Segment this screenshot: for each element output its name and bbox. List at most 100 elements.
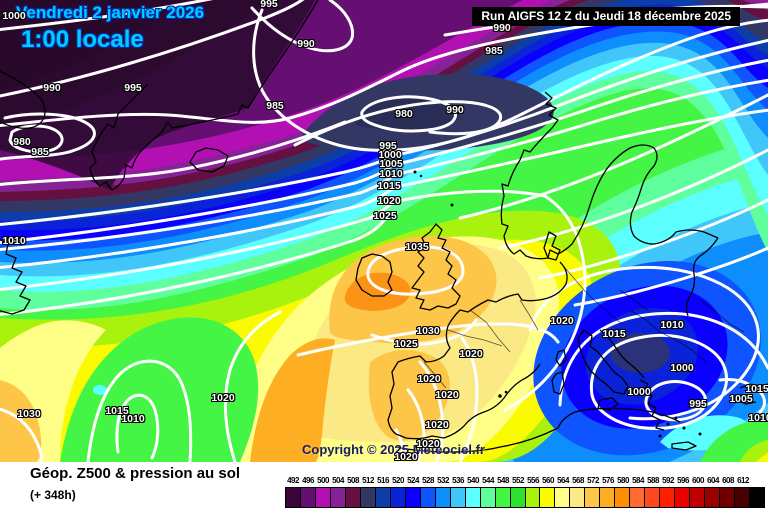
scale-cell: [600, 488, 616, 507]
scale-value: 496: [302, 476, 314, 485]
scale-cell: [645, 488, 661, 507]
scale-cell: [435, 488, 451, 507]
legend-lead-time: (+ 348h): [30, 488, 76, 502]
scale-cell: [675, 488, 691, 507]
scale-value: 516: [377, 476, 389, 485]
scale-cell: [660, 488, 676, 507]
pressure-label: 1020: [416, 438, 440, 450]
pressure-label: 1010: [121, 413, 145, 425]
scale-value: 608: [722, 476, 734, 485]
scale-cell: [630, 488, 646, 507]
pressure-label: 995: [689, 398, 707, 410]
scale-value: 536: [452, 476, 464, 485]
pressure-label: 1010: [660, 319, 684, 331]
scale-cell: [286, 488, 301, 507]
scale-value: 560: [542, 476, 554, 485]
map-canvas: [0, 0, 768, 462]
scale-value: 596: [677, 476, 689, 485]
pressure-label: 1020: [550, 315, 574, 327]
pressure-label: 1000: [378, 149, 402, 161]
scale-cell: [570, 488, 586, 507]
pressure-label: 1015: [745, 383, 768, 395]
scale-cell: [390, 488, 406, 507]
pressure-label: 990: [297, 38, 315, 50]
scale-value: 500: [317, 476, 329, 485]
model-run-banner: Run AIGFS 12 Z du Jeudi 18 décembre 2025: [472, 7, 740, 26]
z500-pressure-map: Vendredi 2 janvier 2026 1:00 locale Run …: [0, 0, 768, 463]
pressure-label: 990: [493, 22, 511, 34]
pressure-label: 995: [379, 140, 397, 152]
islands: [413, 170, 702, 438]
scale-cell: [495, 488, 511, 507]
pressure-label: 1020: [377, 195, 401, 207]
scale-value: 532: [437, 476, 449, 485]
scale-value: 540: [467, 476, 479, 485]
pressure-label: 1010: [748, 412, 768, 424]
scale-value: 584: [632, 476, 644, 485]
scale-value: 512: [362, 476, 374, 485]
scale-cell: [330, 488, 346, 507]
country-borders: [423, 261, 745, 389]
pressure-label: 1005: [729, 393, 753, 405]
scale-cell: [690, 488, 706, 507]
pressure-label: 1010: [379, 168, 403, 180]
scale-cell: [525, 488, 541, 507]
pressure-label: 1035: [405, 241, 429, 253]
pressure-label: 1025: [373, 210, 397, 222]
pressure-label: 980: [395, 108, 413, 120]
scale-cell: [375, 488, 391, 507]
scale-value: 544: [482, 476, 494, 485]
scale-value: 492: [287, 476, 299, 485]
legend-title: Géop. Z500 & pression au sol: [30, 465, 241, 482]
legend-bar: Géop. Z500 & pression au sol (+ 348h) 49…: [0, 462, 768, 512]
scale-cell: [585, 488, 601, 507]
scale-cell: [540, 488, 556, 507]
scale-cell: [315, 488, 331, 507]
scale-value: 580: [617, 476, 629, 485]
scale-cell: [420, 488, 436, 507]
pressure-label: 1005: [379, 158, 403, 170]
pressure-label: 995: [124, 82, 142, 94]
pressure-label: 980: [13, 136, 31, 148]
color-scale: 492 496 500 504 508 512 516 520 524 528 532 536 540 5…: [285, 476, 765, 508]
pressure-label: 1025: [394, 338, 418, 350]
scale-cell: [465, 488, 481, 507]
scale-cell: [345, 488, 361, 507]
scale-value: 572: [587, 476, 599, 485]
color-scale-cells: [285, 487, 765, 508]
copyright-text: Copyright © 2025 Meteociel.fr: [302, 442, 485, 457]
pressure-label: 1015: [377, 180, 401, 192]
pressure-label: 985: [485, 45, 503, 57]
scale-value: 552: [512, 476, 524, 485]
scale-cell: [615, 488, 631, 507]
pressure-label: 990: [446, 104, 464, 116]
color-scale-values: 492 496 500 504 508 512 516 520 524 528 532 536 540 5…: [285, 476, 765, 486]
scale-value: 564: [557, 476, 569, 485]
scale-cell: [510, 488, 526, 507]
scale-cell: [735, 488, 751, 507]
pressure-label: 1020: [459, 348, 483, 360]
scale-value: 556: [527, 476, 539, 485]
pressure-label: 1020: [211, 392, 235, 404]
scale-value: 528: [422, 476, 434, 485]
pressure-label: 1020: [435, 389, 459, 401]
pressure-label: 985: [31, 146, 49, 158]
isobar-lines: [0, 0, 768, 462]
scale-cell: [750, 488, 764, 507]
scale-cell: [705, 488, 721, 507]
pressure-label: 1010: [2, 235, 26, 247]
scale-value: 604: [707, 476, 719, 485]
scale-cell: [480, 488, 496, 507]
forecast-time-label: 1:00 locale: [21, 26, 144, 53]
scale-cell: [720, 488, 736, 507]
scale-value: 568: [572, 476, 584, 485]
scale-value: 508: [347, 476, 359, 485]
scale-value: 576: [602, 476, 614, 485]
pressure-label: 1030: [416, 325, 440, 337]
pressure-label: 1015: [602, 328, 626, 340]
pressure-label: 1000: [627, 386, 651, 398]
scale-value: 520: [392, 476, 404, 485]
scale-cell: [300, 488, 316, 507]
scale-value: 548: [497, 476, 509, 485]
pressure-label: 1000: [670, 362, 694, 374]
